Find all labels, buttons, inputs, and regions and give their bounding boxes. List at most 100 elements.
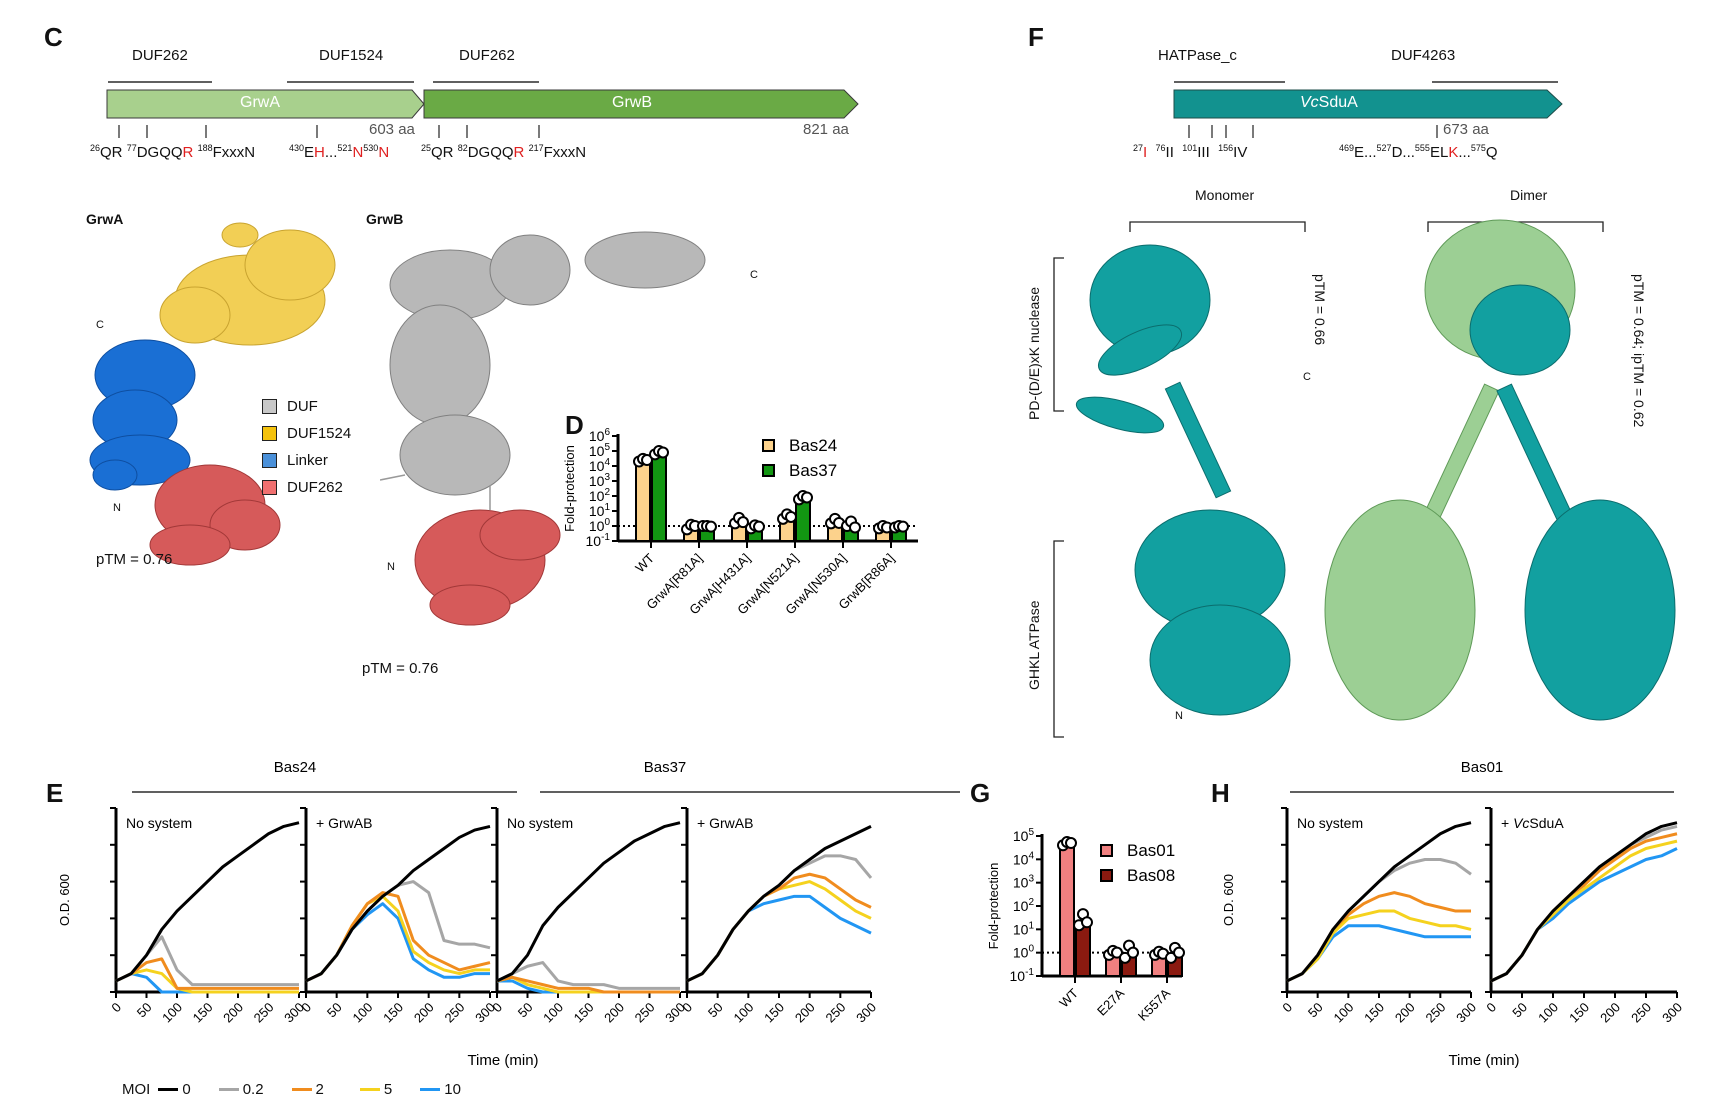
legend-item-duf262: DUF262 (262, 474, 351, 501)
legend-item-duf: DUF (262, 393, 351, 420)
grwb-motifs: 25QR 82DGQQR 217FxxxN (421, 143, 587, 161)
series-moi-2 (115, 957, 299, 990)
panel-label-c: C (44, 22, 63, 52)
legend-label-Bas08: Bas08 (1127, 866, 1175, 885)
x-tick-label: 150 (380, 1000, 406, 1026)
y-tick-label: 105 (1013, 827, 1035, 844)
series-moi-0 (115, 821, 300, 983)
legend-swatch-Bas37 (762, 464, 775, 477)
x-tick-label: 100 (1535, 1000, 1561, 1026)
grwb-ptm: pTM = 0.76 (362, 660, 439, 677)
legend-swatch (262, 426, 277, 441)
x-tick-label: 250 (1628, 1000, 1654, 1026)
x-tick-label: 150 (190, 1000, 216, 1026)
nuclease-bracket (1053, 257, 1064, 412)
x-tick-label: 300 (1659, 1000, 1685, 1026)
x-tick-label: 50 (134, 1000, 155, 1021)
y-axis-label: O.D. 600 (57, 874, 72, 926)
moi-label-5: 5 (383, 1081, 393, 1098)
domain-label-hatpase: HATPase_c (1158, 47, 1237, 64)
series-moi-0 (1286, 821, 1472, 983)
data-point (753, 520, 765, 533)
x-tick-label: 100 (159, 1000, 185, 1026)
x-tick-label: 250 (1423, 1000, 1449, 1026)
data-point (1173, 946, 1185, 959)
legend-swatch (262, 399, 277, 414)
series-moi-2 (496, 975, 680, 994)
bar-Bas24-WT (635, 459, 651, 542)
atpase-domain-label: GHKL ATPase (1026, 600, 1042, 690)
sdua-length: 673 aa (1443, 121, 1489, 138)
x-tick-label: 200 (601, 1000, 627, 1026)
y-tick-label: 10-1 (1010, 967, 1035, 984)
y-tick-label: 102 (589, 487, 611, 504)
data-point (801, 491, 813, 504)
grwa-structure-title: GrwA (86, 211, 124, 227)
legend-item-duf1524: DUF1524 (262, 420, 351, 447)
y-tick-label: 103 (589, 472, 611, 489)
grwb-n-terminus: N (387, 561, 395, 573)
series-moi-0 (686, 825, 872, 983)
grwa-c-terminus: C (96, 319, 104, 331)
x-tick-label: 200 (792, 1000, 818, 1026)
x-tick-label: 250 (251, 1000, 277, 1026)
moi-swatch-5 (359, 1088, 380, 1091)
x-tick-label: 50 (1305, 1000, 1326, 1021)
sdua-domain-map (1173, 81, 1563, 138)
group-label-bas01: Bas01 (1461, 759, 1504, 776)
x-tick-label: 0 (108, 1000, 124, 1016)
sdua-structures (1053, 219, 1676, 738)
data-point (705, 520, 717, 533)
grwb-label: GrwB (612, 94, 652, 111)
moi-label-2: 2 (315, 1081, 324, 1098)
atpase-bracket (1053, 540, 1064, 738)
dimer-ptm: pTM = 0.64; ipTM = 0.62 (1631, 274, 1647, 428)
legend-swatch-Bas24 (762, 439, 775, 452)
chart-g-fold-protection: 10-1 100 101 102 103 104 105 Fold-protection WT E… (986, 827, 1185, 1024)
panel-label-e: E (46, 778, 64, 808)
x-tick-label: 250 (823, 1000, 849, 1026)
grwa-active-site-motifs: 430EH...521N530N (289, 143, 390, 161)
legend-label-Bas24: Bas24 (789, 436, 837, 455)
y-tick-label: 102 (1013, 897, 1035, 914)
sdua-c-terminus: C (1303, 371, 1311, 383)
subplot-title: + GrwAB (697, 815, 753, 831)
sdua-nuclease-motifs: 469E...527D...555ELK...575Q (1339, 143, 1498, 161)
grwa-n-terminus: N (113, 502, 121, 514)
legend-item-linker: Linker (262, 447, 351, 474)
data-point (737, 516, 749, 529)
y-axis-label: Fold-protection (986, 863, 1001, 950)
legend-swatch (262, 480, 277, 495)
moi-swatch-0.2 (218, 1088, 239, 1091)
subplot-title: No system (126, 815, 192, 831)
y-tick-label: 10-1 (586, 532, 611, 549)
grwa-label: GrwA (240, 94, 280, 111)
x-tick-label: 150 (761, 1000, 787, 1026)
x-tick-label: 0 (1279, 1000, 1295, 1016)
bar-Bas01-WT (1059, 843, 1075, 978)
x-tick-label: 150 (571, 1000, 597, 1026)
grwb-structure-image (380, 231, 706, 626)
x-tick-label: 250 (632, 1000, 658, 1026)
series-moi-0 (1490, 821, 1678, 983)
y-tick-label: 106 (589, 427, 611, 444)
panel-label-f: F (1028, 22, 1044, 52)
panel-label-g: G (970, 778, 991, 808)
sdua-label: VcSduA (1300, 94, 1358, 111)
x-tick-label: 200 (220, 1000, 246, 1026)
series-moi-0 (305, 824, 491, 983)
x-tick-label: 100 (350, 1000, 376, 1026)
sdua-arrow (1173, 89, 1563, 119)
grwb-c-terminus: C (750, 269, 758, 281)
data-point (897, 520, 909, 533)
series-moi-0.2 (496, 961, 680, 990)
domain-label-duf4263: DUF4263 (1391, 47, 1456, 64)
panel-label-d: D (565, 410, 584, 440)
legend-swatch (262, 453, 277, 468)
legend-swatch-Bas08 (1100, 869, 1113, 882)
domain-color-legend: DUF DUF1524 Linker DUF262 (262, 393, 351, 501)
y-tick-label: 101 (589, 502, 611, 519)
subplot-title: + GrwAB (316, 815, 372, 831)
data-point (1065, 837, 1077, 850)
